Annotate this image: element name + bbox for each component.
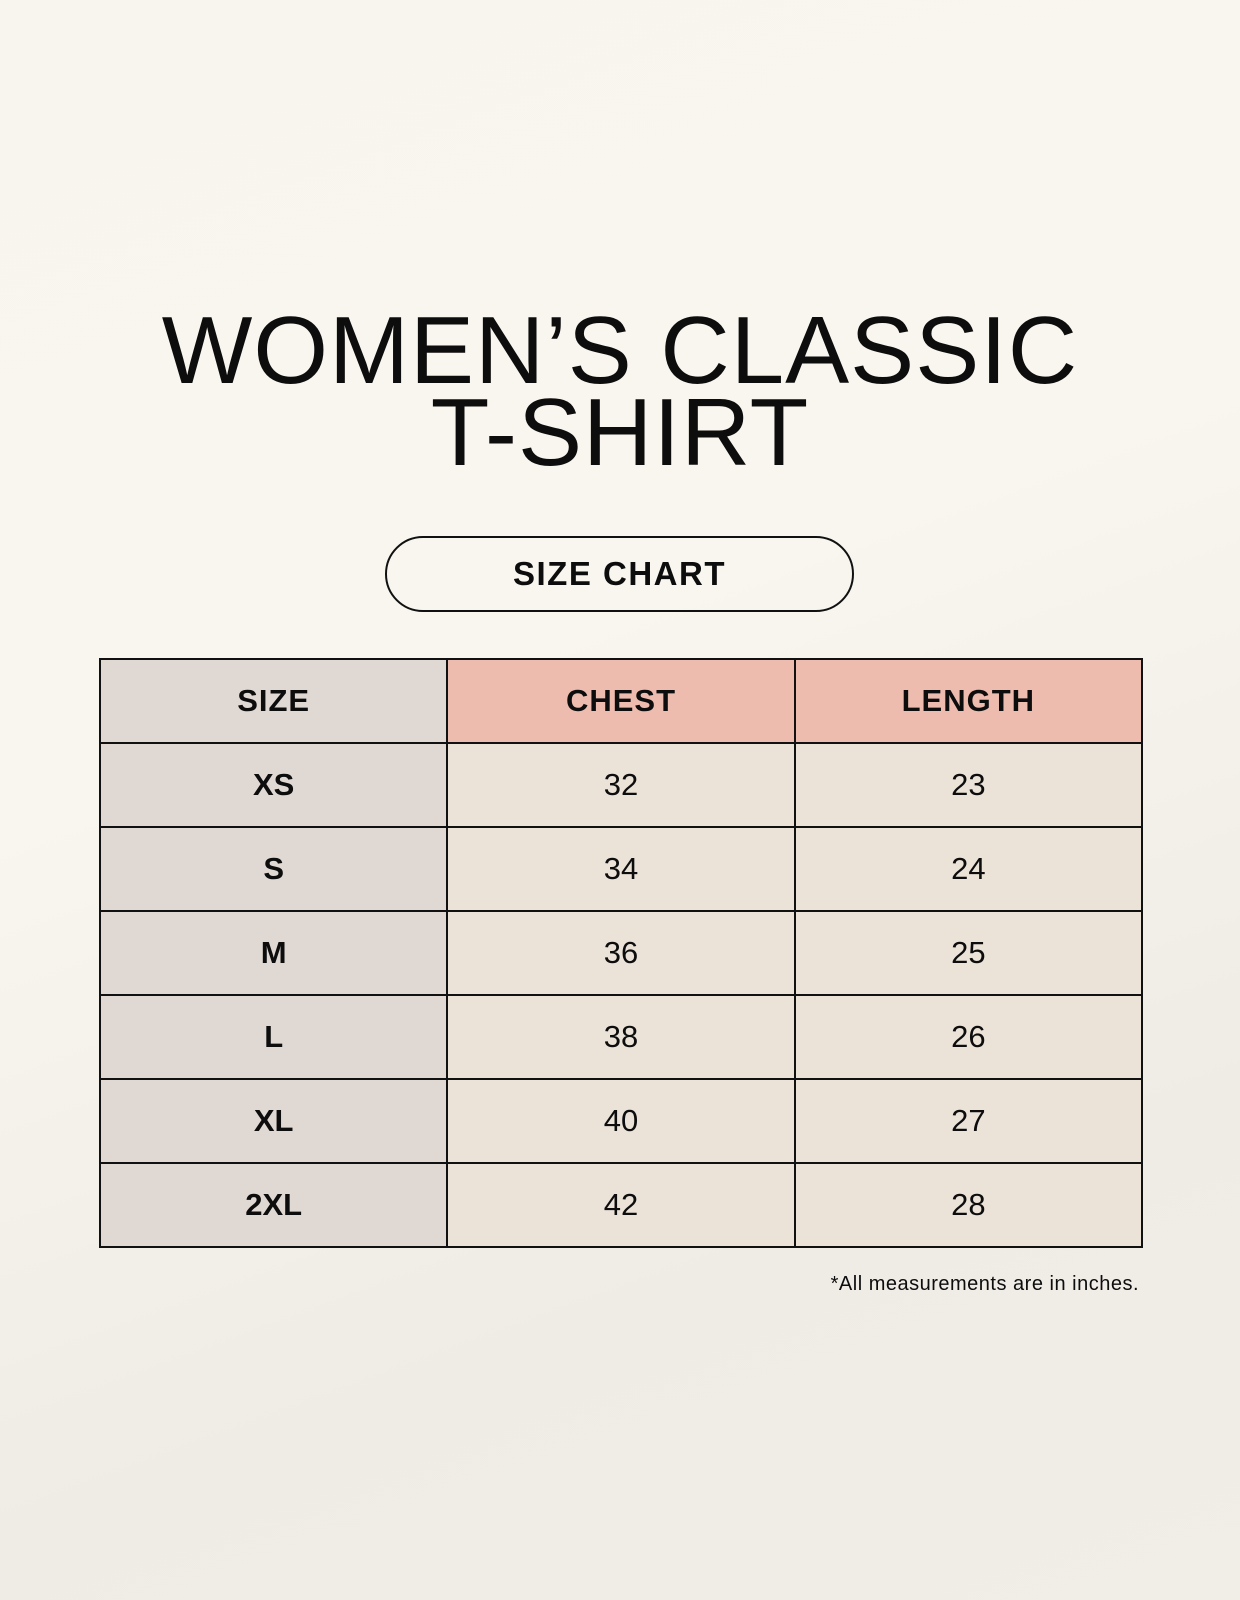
table-row: XL 40 27	[98, 1078, 1144, 1164]
cell-length: 25	[793, 910, 1144, 996]
cell-chest: 34	[446, 826, 796, 912]
page-title: WOMEN’S CLASSIC T-SHIRT	[0, 297, 1240, 486]
cell-length: 26	[793, 994, 1144, 1080]
cell-length: 27	[793, 1078, 1144, 1164]
cell-length: 23	[793, 742, 1144, 828]
cell-size: S	[98, 826, 449, 912]
cell-chest: 42	[446, 1162, 796, 1248]
table-row: 2XL 42 28	[98, 1162, 1144, 1248]
cell-length: 28	[793, 1162, 1144, 1248]
title-line-1: WOMEN’S CLASSIC	[161, 297, 1079, 404]
cell-length: 24	[793, 826, 1144, 912]
size-chart-label: SIZE CHART	[385, 536, 854, 612]
header-size: SIZE	[98, 658, 449, 744]
cell-chest: 38	[446, 994, 796, 1080]
cell-chest: 32	[446, 742, 796, 828]
table-header-row: SIZE CHEST LENGTH	[98, 658, 1144, 744]
header-chest: CHEST	[446, 658, 796, 744]
table-row: XS 32 23	[98, 742, 1144, 828]
cell-size: XL	[98, 1078, 449, 1164]
table-row: S 34 24	[98, 826, 1144, 912]
table-row: M 36 25	[98, 910, 1144, 996]
cell-size: L	[98, 994, 449, 1080]
cell-size: 2XL	[98, 1162, 449, 1248]
cell-size: XS	[98, 742, 449, 828]
footnote: *All measurements are in inches.	[830, 1273, 1139, 1295]
table-row: L 38 26	[98, 994, 1144, 1080]
header-length: LENGTH	[793, 658, 1144, 744]
cell-chest: 40	[446, 1078, 796, 1164]
size-table: SIZE CHEST LENGTH XS 32 23 S 34 24 M 36 25 L 38 26 X…	[98, 658, 1144, 1248]
cell-size: M	[98, 910, 449, 996]
cell-chest: 36	[446, 910, 796, 996]
title-line-2: T-SHIRT	[430, 379, 810, 486]
